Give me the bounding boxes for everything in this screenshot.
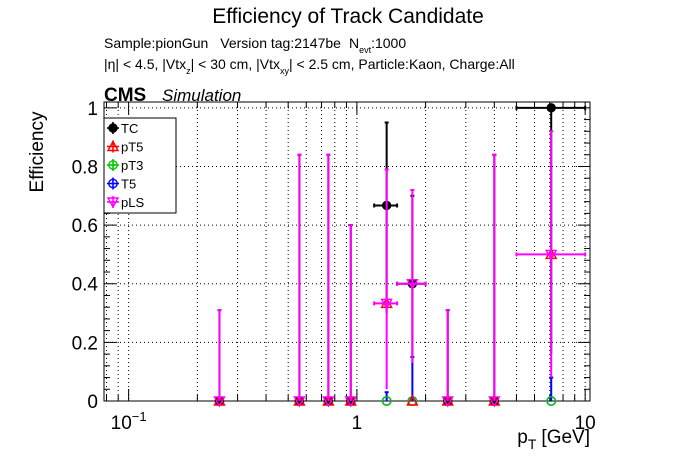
- subtitle-nevt-sub: evt: [359, 45, 372, 55]
- y-tick-label: 1: [87, 99, 98, 120]
- y-tick-label: 0.6: [72, 216, 98, 237]
- x-tick-label: 10: [575, 413, 596, 434]
- legend-marker: [106, 140, 120, 152]
- legend-label: pLS: [121, 195, 144, 210]
- legend: TC pT5 pT3 T5 pLS: [103, 117, 177, 214]
- legend-marker: [108, 160, 118, 170]
- x-axis-title-sub: T: [528, 436, 537, 452]
- x-tick-label-base: 10: [575, 413, 596, 434]
- data-point: [322, 396, 335, 408]
- data-point: [381, 396, 392, 406]
- data-point: [546, 396, 557, 406]
- data-point: [406, 394, 419, 406]
- series-pt5: [213, 247, 558, 406]
- data-point: [488, 396, 501, 408]
- subtitle-sample: Sample:pionGun: [104, 35, 208, 51]
- axis-ticks: [104, 102, 590, 402]
- y-tick-label: 0.2: [72, 333, 98, 354]
- legend-item-tc: TC: [107, 121, 138, 136]
- legend-item-pls: pLS: [106, 195, 144, 210]
- y-axis-title: Efficiency: [27, 111, 48, 192]
- subtitle-line-2: |η| < 4.5, |Vtxz| < 30 cm, |Vtxxy| < 2.5…: [104, 56, 515, 76]
- legend-marker: [108, 123, 118, 133]
- data-series: [213, 103, 587, 408]
- data-point: [545, 249, 558, 261]
- subtitle-cut-1: |η| < 4.5, |Vtx: [104, 56, 186, 72]
- legend-label: TC: [121, 121, 138, 136]
- legend-box: [103, 117, 177, 214]
- subtitle-cut-2: | < 30 cm, |Vtx: [191, 56, 280, 72]
- subtitle-nevt-val: :1000: [371, 35, 406, 51]
- data-point: [344, 396, 357, 408]
- simulation-label: Simulation: [162, 86, 241, 105]
- legend-label: pT3: [121, 158, 143, 173]
- x-axis-title-unit: [GeV]: [541, 427, 590, 448]
- legend-item-t5: T5: [107, 177, 136, 192]
- grid: [104, 102, 590, 401]
- legend-marker: [106, 197, 120, 209]
- y-tick-label: 0: [87, 392, 98, 413]
- subtitle-nevt-n: N: [349, 35, 359, 51]
- legend-marker: [108, 178, 118, 189]
- cms-label: CMS: [104, 85, 146, 106]
- data-point: [380, 298, 393, 310]
- y-tick-label: 0.8: [72, 157, 98, 178]
- legend-label: T5: [121, 177, 136, 192]
- subtitle-line-1: Sample:pionGun Version tag:2147be Nevt:100…: [104, 35, 406, 55]
- data-point: [213, 396, 226, 408]
- subtitle-cut-sub-1: z: [186, 66, 191, 76]
- data-point: [293, 396, 306, 408]
- data-point: [546, 103, 556, 113]
- subtitle-cut-sub-2: xy: [280, 66, 290, 76]
- x-tick-label-base: 10: [111, 413, 132, 434]
- x-axis-title: pT [GeV]: [517, 427, 590, 452]
- plot-border: [103, 101, 591, 402]
- legend-label: pT5: [121, 140, 143, 155]
- subtitle-cut-3: | < 2.5 cm, Particle:Kaon, Charge:All: [289, 56, 515, 72]
- legend-item-pt3: pT3: [107, 158, 143, 173]
- y-tick-label: 0.4: [72, 275, 99, 296]
- series-pls: [213, 130, 587, 408]
- x-tick-label: 1: [352, 413, 363, 434]
- data-point: [441, 396, 454, 408]
- x-tick-label-base: 1: [352, 413, 363, 434]
- x-tick-label: 10−1: [111, 409, 147, 434]
- x-axis-title-p: p: [517, 427, 528, 448]
- legend-item-pt5: pT5: [106, 140, 143, 155]
- x-tick-label-exp: −1: [132, 409, 147, 424]
- subtitle-version: Version tag:2147be: [220, 35, 341, 51]
- data-point: [406, 279, 419, 291]
- plot-frame: [103, 101, 591, 402]
- chart-title: Efficiency of Track Candidate: [212, 5, 484, 28]
